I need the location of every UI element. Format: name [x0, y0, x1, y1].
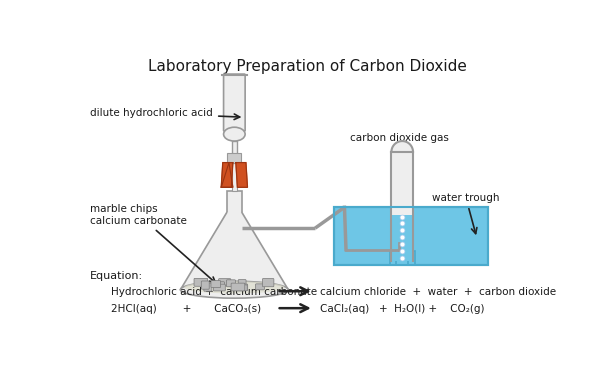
FancyBboxPatch shape [214, 282, 224, 288]
FancyBboxPatch shape [211, 280, 221, 288]
Text: marble chips
calcium carbonate: marble chips calcium carbonate [91, 204, 215, 283]
Ellipse shape [184, 281, 284, 293]
FancyBboxPatch shape [227, 280, 235, 287]
Text: Hydrochloric acid +  calcium carbonate: Hydrochloric acid + calcium carbonate [111, 287, 317, 297]
FancyBboxPatch shape [231, 283, 245, 291]
Text: carbon dioxide gas: carbon dioxide gas [350, 133, 449, 153]
FancyBboxPatch shape [214, 284, 225, 291]
Text: Laboratory Preparation of Carbon Dioxide: Laboratory Preparation of Carbon Dioxide [148, 59, 467, 74]
Ellipse shape [181, 281, 288, 298]
Bar [232, 163, 236, 191]
Polygon shape [221, 163, 233, 187]
Polygon shape [181, 213, 288, 290]
Text: 2HCl(aq)        +       CaCO₃(s): 2HCl(aq) + CaCO₃(s) [111, 304, 261, 314]
Bar [396, 242, 409, 265]
Text: Equation:: Equation: [91, 271, 143, 281]
Text: water trough: water trough [432, 193, 500, 234]
Bar [227, 154, 241, 163]
FancyBboxPatch shape [256, 284, 265, 290]
Polygon shape [236, 163, 247, 187]
Text: dilute hydrochloric acid: dilute hydrochloric acid [91, 108, 240, 120]
Polygon shape [221, 163, 233, 187]
Bar [227, 191, 242, 213]
FancyBboxPatch shape [238, 280, 246, 288]
FancyBboxPatch shape [236, 285, 247, 291]
FancyBboxPatch shape [218, 279, 231, 286]
FancyBboxPatch shape [238, 284, 248, 291]
FancyBboxPatch shape [204, 283, 212, 291]
FancyBboxPatch shape [201, 281, 209, 289]
Bar [392, 152, 412, 215]
Bar [334, 207, 488, 265]
FancyBboxPatch shape [194, 279, 208, 286]
Bar [232, 141, 237, 161]
Polygon shape [391, 141, 413, 152]
Text: CaCl₂(aq)   +  H₂O(l) +    CO₂(g): CaCl₂(aq) + H₂O(l) + CO₂(g) [320, 304, 484, 314]
Bar [390, 251, 415, 265]
FancyBboxPatch shape [262, 279, 274, 287]
Text: calcium chloride  +  water  +  carbon dioxide: calcium chloride + water + carbon dioxid… [320, 287, 556, 297]
Ellipse shape [224, 127, 245, 141]
FancyBboxPatch shape [224, 74, 245, 131]
Bar [334, 207, 488, 265]
Bar [391, 215, 413, 261]
